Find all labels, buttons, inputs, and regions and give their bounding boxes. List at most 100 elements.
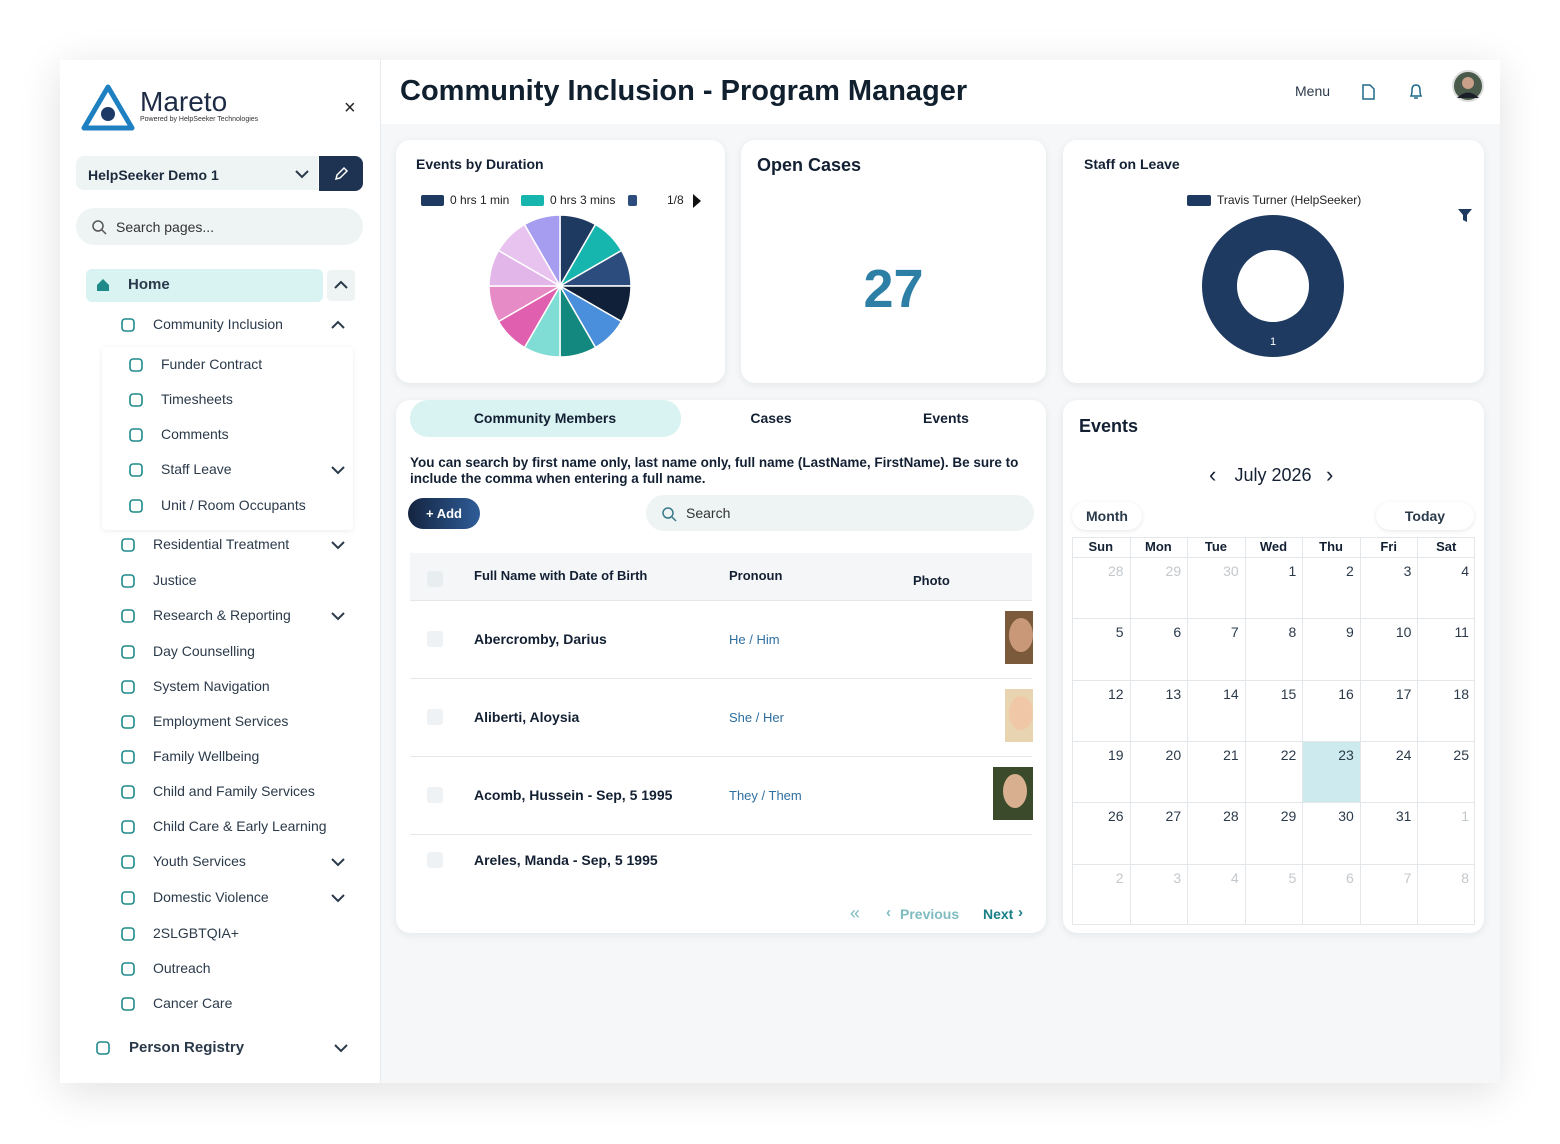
nav-item[interactable]: Child Care & Early Learning bbox=[153, 818, 327, 834]
nav-item[interactable]: Domestic Violence bbox=[153, 889, 269, 905]
tab[interactable]: Cases bbox=[750, 410, 792, 426]
day-number[interactable]: 19 bbox=[1107, 746, 1124, 763]
menu-button[interactable]: Menu bbox=[1295, 83, 1331, 99]
day-number[interactable]: 15 bbox=[1280, 685, 1297, 702]
member-search[interactable] bbox=[646, 495, 1034, 531]
day-number[interactable]: 21 bbox=[1223, 746, 1239, 763]
tab[interactable]: Events bbox=[923, 410, 969, 426]
day-number[interactable]: 3 bbox=[1403, 563, 1412, 579]
day-number[interactable]: 27 bbox=[1165, 808, 1182, 825]
day-number[interactable]: 30 bbox=[1223, 563, 1239, 579]
day-number[interactable]: 3 bbox=[1173, 869, 1182, 886]
nav-item[interactable]: Day Counselling bbox=[153, 643, 255, 659]
nav-item[interactable]: Timesheets bbox=[161, 391, 233, 407]
day-number[interactable]: 5 bbox=[1115, 624, 1124, 641]
day-number[interactable]: 10 bbox=[1395, 624, 1412, 641]
nav-item[interactable]: Cancer Care bbox=[153, 995, 233, 1011]
day-number[interactable]: 5 bbox=[1288, 869, 1297, 886]
day-number[interactable]: 28 bbox=[1107, 563, 1124, 579]
day-number[interactable]: 7 bbox=[1230, 624, 1239, 641]
day-number[interactable]: 20 bbox=[1165, 746, 1182, 763]
day-number[interactable]: 17 bbox=[1395, 685, 1412, 702]
member-name[interactable]: Aliberti, Aloysia bbox=[474, 709, 580, 725]
nav-item[interactable]: Comments bbox=[161, 426, 229, 442]
first-page[interactable]: « bbox=[850, 903, 861, 923]
nav-item[interactable]: Child and Family Services bbox=[153, 783, 315, 799]
day-number[interactable]: 11 bbox=[1454, 624, 1469, 641]
nav-collapse-box[interactable] bbox=[327, 270, 355, 301]
prev-month[interactable]: ‹ bbox=[1209, 462, 1217, 487]
day-number[interactable]: 29 bbox=[1165, 563, 1182, 579]
nav-item[interactable]: Family Wellbeing bbox=[153, 748, 260, 764]
legend-swatch[interactable] bbox=[421, 195, 444, 206]
member-name[interactable]: Areles, Manda - Sep, 5 1995 bbox=[474, 852, 658, 868]
day-number[interactable]: 7 bbox=[1403, 869, 1412, 886]
nav-item[interactable]: Person Registry bbox=[129, 1039, 245, 1056]
day-number[interactable]: 23 bbox=[1338, 746, 1354, 763]
member-name[interactable]: Acomb, Hussein - Sep, 5 1995 bbox=[474, 787, 673, 803]
add-button[interactable]: + Add bbox=[408, 498, 480, 529]
next-month[interactable]: › bbox=[1326, 462, 1334, 487]
nav-item[interactable]: Staff Leave bbox=[161, 461, 232, 477]
view-button[interactable]: Month bbox=[1072, 502, 1142, 530]
chart-card bbox=[1063, 140, 1484, 383]
edit-button[interactable] bbox=[319, 156, 363, 191]
next-chevron[interactable]: › bbox=[1018, 904, 1023, 921]
nav-item[interactable]: Home bbox=[128, 276, 170, 293]
day-number[interactable]: 2 bbox=[1346, 563, 1354, 579]
prev-chevron[interactable]: ‹ bbox=[886, 904, 891, 921]
nav-item[interactable]: Unit / Room Occupants bbox=[161, 497, 306, 513]
tab[interactable]: Community Members bbox=[473, 410, 617, 426]
day-number[interactable]: 18 bbox=[1453, 685, 1469, 702]
nav-item[interactable]: 2SLGBTQIA+ bbox=[153, 925, 239, 941]
day-number[interactable]: 24 bbox=[1395, 746, 1412, 763]
checkbox[interactable] bbox=[427, 787, 443, 803]
face bbox=[1009, 618, 1033, 652]
day-number[interactable]: 16 bbox=[1338, 685, 1354, 702]
legend-swatch[interactable] bbox=[628, 195, 637, 206]
day-number[interactable]: 6 bbox=[1346, 869, 1354, 886]
day-number[interactable]: 28 bbox=[1223, 808, 1239, 825]
day-number[interactable]: 13 bbox=[1165, 685, 1182, 702]
next-button[interactable]: Next bbox=[983, 906, 1014, 922]
nav-item[interactable]: Youth Services bbox=[153, 853, 246, 869]
day-number[interactable]: 4 bbox=[1230, 869, 1239, 886]
nav-item[interactable]: System Navigation bbox=[153, 678, 270, 694]
day-number[interactable]: 8 bbox=[1461, 869, 1469, 886]
day-number[interactable]: 22 bbox=[1280, 746, 1297, 763]
day-number[interactable]: 4 bbox=[1461, 563, 1469, 579]
nav-item[interactable]: Outreach bbox=[153, 960, 211, 976]
day-number[interactable]: 8 bbox=[1288, 624, 1297, 641]
checkbox[interactable] bbox=[427, 709, 443, 725]
day-number[interactable]: 1 bbox=[1288, 563, 1297, 579]
org-select[interactable] bbox=[76, 156, 318, 190]
day-number[interactable]: 14 bbox=[1223, 685, 1239, 702]
nav-item[interactable]: Research & Reporting bbox=[153, 607, 291, 623]
day-number[interactable]: 12 bbox=[1107, 685, 1124, 702]
day-number[interactable]: 1 bbox=[1461, 808, 1469, 825]
nav-item[interactable]: Justice bbox=[153, 572, 197, 588]
close-button[interactable]: × bbox=[344, 97, 356, 119]
nav-item[interactable]: Residential Treatment bbox=[153, 536, 290, 552]
day-number[interactable]: 30 bbox=[1338, 808, 1354, 825]
page-search[interactable] bbox=[76, 208, 363, 245]
day-number[interactable]: 6 bbox=[1173, 624, 1182, 641]
glyph bbox=[121, 715, 135, 729]
day-number[interactable]: 31 bbox=[1395, 808, 1412, 825]
day-number[interactable]: 29 bbox=[1280, 808, 1297, 825]
day-number[interactable]: 2 bbox=[1115, 869, 1124, 886]
nav-item[interactable]: Funder Contract bbox=[161, 356, 263, 372]
legend-swatch[interactable] bbox=[1187, 195, 1211, 206]
nav-item[interactable]: Employment Services bbox=[153, 713, 289, 729]
day-number[interactable]: 25 bbox=[1453, 746, 1469, 763]
previous-button[interactable]: Previous bbox=[900, 906, 960, 922]
nav-item[interactable]: Community Inclusion bbox=[153, 316, 283, 332]
day-number[interactable]: 26 bbox=[1107, 808, 1124, 825]
member-name[interactable]: Abercromby, Darius bbox=[474, 631, 607, 647]
day-number[interactable]: 9 bbox=[1346, 624, 1354, 641]
checkbox[interactable] bbox=[427, 571, 443, 587]
checkbox[interactable] bbox=[427, 631, 443, 647]
legend-swatch[interactable] bbox=[521, 195, 544, 206]
checkbox[interactable] bbox=[427, 852, 443, 868]
today-button[interactable]: Today bbox=[1376, 502, 1474, 530]
